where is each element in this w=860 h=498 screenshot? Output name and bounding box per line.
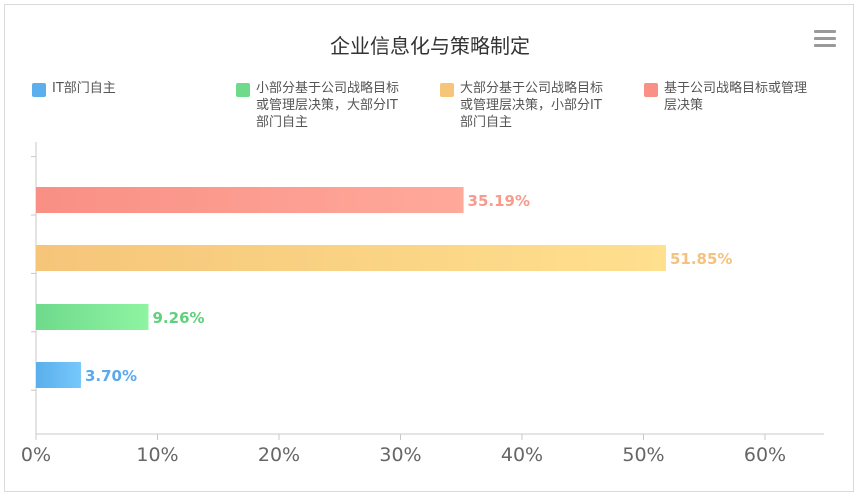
bar[interactable] <box>36 187 464 213</box>
x-tick-label: 0% <box>21 444 51 466</box>
bar-data-label: 3.70% <box>85 367 137 385</box>
legend-swatch <box>236 83 250 97</box>
x-tick-label: 20% <box>258 444 300 466</box>
hamburger-menu-icon[interactable] <box>814 30 836 48</box>
legend-label: IT部门自主 <box>52 81 116 96</box>
bar-data-label: 35.19% <box>468 192 530 210</box>
legend-swatch <box>644 83 658 97</box>
x-tick-label: 30% <box>379 444 421 466</box>
legend-label: 大部分基于公司战略目标 或管理层决策，小部分IT 部门自主 <box>460 81 604 130</box>
legend-label: 基于公司战略目标或管理 层决策 <box>664 81 808 113</box>
bar-data-label: 51.85% <box>670 250 732 268</box>
bar-data-label: 9.26% <box>153 309 205 327</box>
chart-title: 企业信息化与策略制定 <box>330 34 530 58</box>
legend-swatch <box>440 83 454 97</box>
x-tick-label: 10% <box>136 444 178 466</box>
bar[interactable] <box>36 362 81 388</box>
x-tick-label: 60% <box>744 444 786 466</box>
x-tick-label: 40% <box>501 444 543 466</box>
legend-swatch <box>32 83 46 97</box>
bar[interactable] <box>36 245 666 271</box>
legend-label: 小部分基于公司战略目标 或管理层决策，大部分IT 部门自主 <box>256 81 400 130</box>
bar[interactable] <box>36 304 149 330</box>
x-tick-label: 50% <box>622 444 664 466</box>
